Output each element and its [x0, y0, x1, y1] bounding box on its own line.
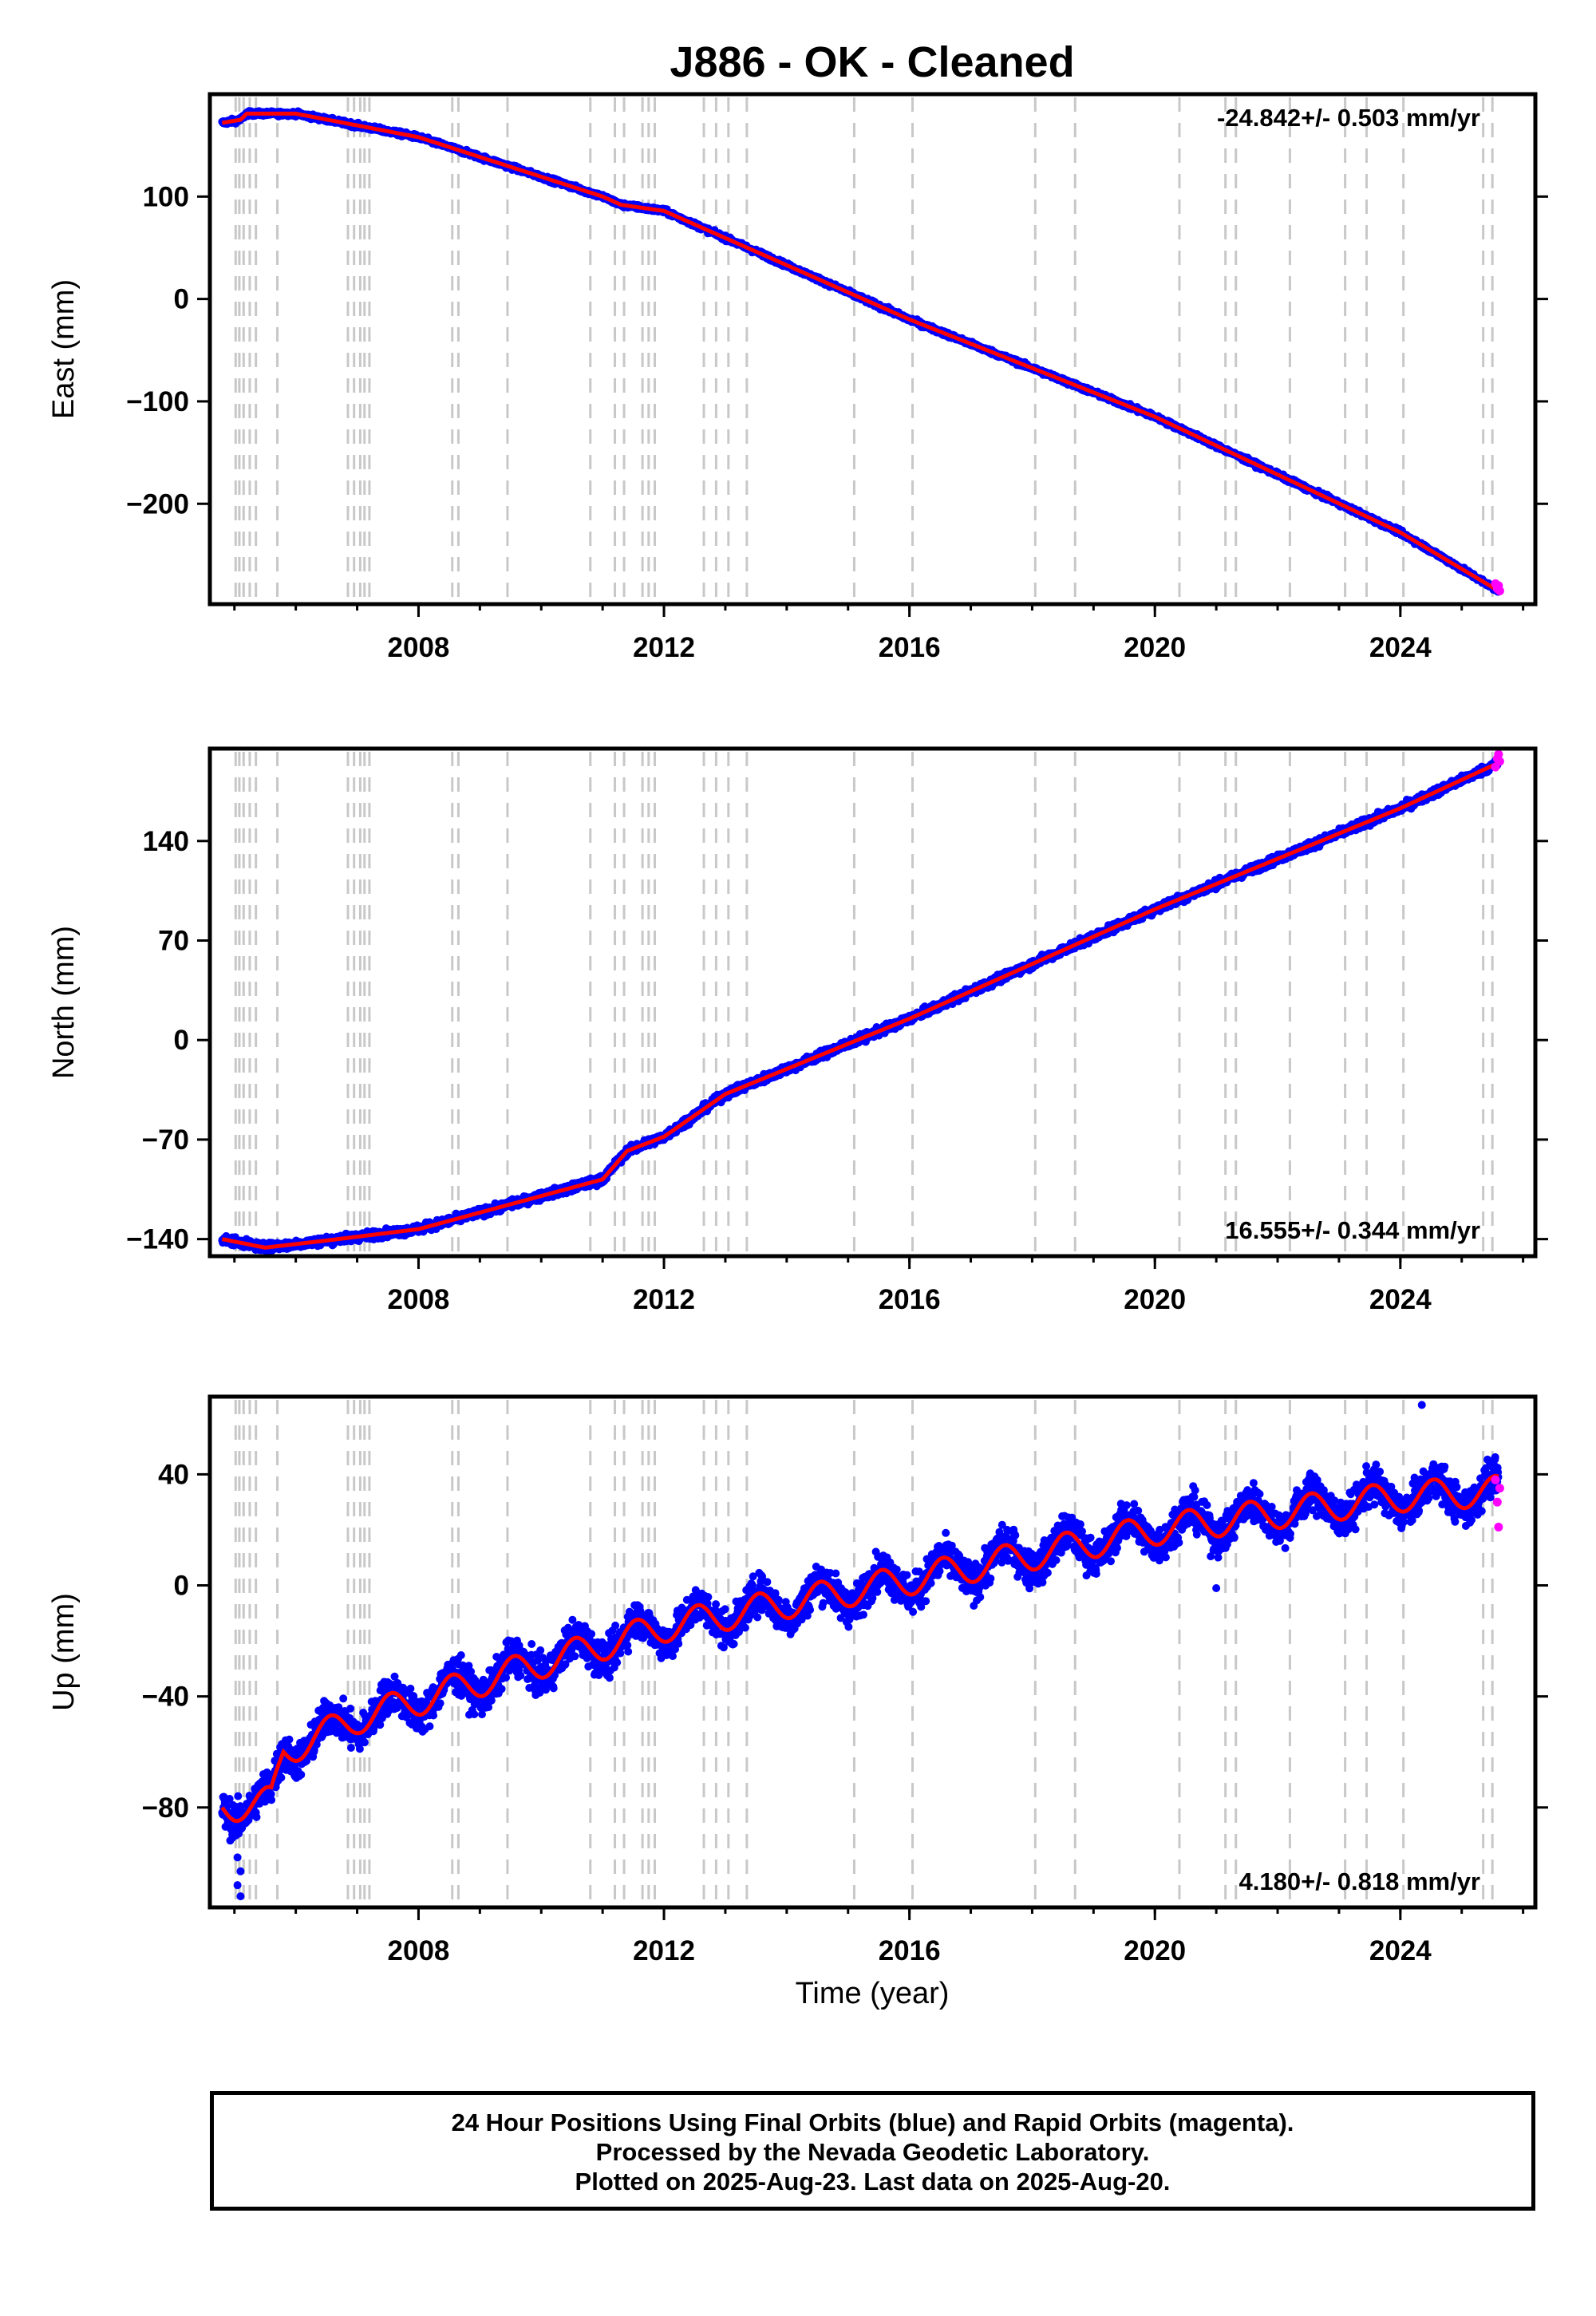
velocity-annotation: -24.842+/- 0.503 mm/yr — [1217, 104, 1480, 132]
x-tick-label: 2008 — [388, 632, 450, 663]
chart-title: J886 - OK - Cleaned — [670, 38, 1074, 86]
plot-frame — [207, 92, 1538, 607]
rapid-orbit-point — [1495, 586, 1504, 595]
model-fit-line — [222, 111, 1500, 593]
x-tick-label: 2024 — [1369, 632, 1432, 663]
x-tick-label: 2020 — [1124, 632, 1186, 663]
x-tick-label: 2016 — [879, 632, 941, 663]
y-tick-label: −200 — [126, 488, 189, 520]
y-tick-label: −100 — [126, 386, 189, 417]
panel-0: 2008 2012 2016 2020 2024 −200 −100 0 100 East (mm… — [47, 92, 1548, 663]
y-tick-label: 0 — [174, 284, 189, 315]
time-series-chart: J886 - OK - Cleaned 2008 2012 2016 2020 2024… — [47, 38, 1548, 2010]
y-axis-label: East (mm) — [47, 279, 81, 419]
y-tick-label: 100 — [143, 181, 189, 212]
x-tick-label: 2012 — [633, 632, 695, 663]
final-orbit-points — [218, 756, 1503, 1257]
final-orbit-points — [218, 107, 1503, 596]
